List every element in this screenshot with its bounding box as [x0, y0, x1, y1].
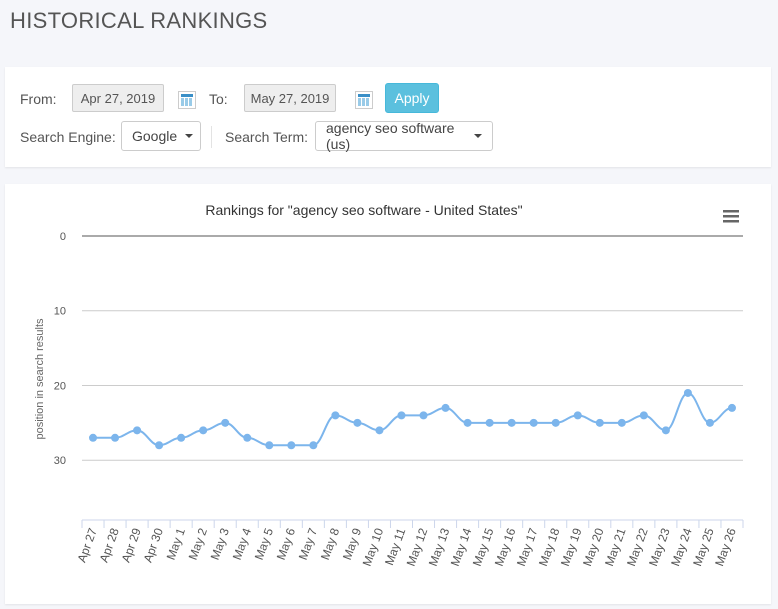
data-point[interactable] — [573, 411, 582, 420]
data-point[interactable] — [595, 418, 604, 427]
data-point[interactable] — [617, 418, 626, 427]
data-point[interactable] — [199, 426, 208, 435]
x-tick-label: Apr 30 — [141, 526, 166, 564]
data-point[interactable] — [133, 426, 142, 435]
data-point[interactable] — [529, 418, 538, 427]
data-point[interactable] — [221, 418, 230, 427]
search-term-label: Search Term: — [225, 129, 308, 145]
data-point[interactable] — [243, 433, 252, 442]
data-point[interactable] — [551, 418, 560, 427]
chart-title: Rankings for "agency seo software - Unit… — [205, 202, 522, 218]
hamburger-menu-icon[interactable] — [723, 210, 739, 223]
to-label: To: — [209, 91, 228, 107]
data-point[interactable] — [463, 418, 472, 427]
data-point[interactable] — [727, 403, 736, 412]
x-tick-label: May 5 — [252, 526, 276, 562]
x-tick-label: May 6 — [274, 526, 298, 562]
filter-panel — [5, 67, 771, 167]
x-tick-label: May 7 — [296, 526, 320, 562]
data-point[interactable] — [309, 441, 318, 450]
data-point[interactable] — [265, 441, 274, 450]
data-point[interactable] — [111, 433, 120, 442]
data-point[interactable] — [661, 426, 670, 435]
rankings-chart: Rankings for "agency seo software - Unit… — [34, 202, 744, 568]
data-point[interactable] — [287, 441, 296, 450]
data-point[interactable] — [353, 418, 362, 427]
x-tick-label: May 2 — [186, 526, 210, 562]
x-tick-label: May 9 — [340, 526, 364, 562]
data-point[interactable] — [331, 411, 340, 420]
from-date-input[interactable]: Apr 27, 2019 — [72, 84, 164, 112]
chevron-down-icon — [474, 134, 482, 138]
search-term-select[interactable]: agency seo software (us) — [315, 120, 493, 152]
y-tick-label: 30 — [54, 455, 66, 467]
data-point[interactable] — [683, 388, 692, 397]
data-point[interactable] — [705, 418, 714, 427]
data-point[interactable] — [419, 411, 428, 420]
to-date-input[interactable]: May 27, 2019 — [244, 84, 336, 112]
y-axis-label: position in search results — [34, 318, 46, 440]
data-point[interactable] — [155, 441, 164, 450]
calendar-icon[interactable] — [178, 91, 196, 109]
calendar-icon[interactable] — [355, 91, 373, 109]
y-tick-label: 10 — [54, 306, 66, 318]
from-label: From: — [20, 91, 57, 107]
data-point[interactable] — [375, 426, 384, 435]
series-line — [93, 391, 733, 447]
x-tick-label: May 3 — [208, 526, 232, 562]
data-point[interactable] — [507, 418, 516, 427]
search-engine-select[interactable]: Google — [121, 121, 201, 151]
search-engine-label: Search Engine: — [20, 129, 116, 145]
data-point[interactable] — [177, 433, 186, 442]
y-tick-label: 0 — [60, 231, 66, 243]
x-tick-label: May 8 — [318, 526, 342, 562]
data-point[interactable] — [397, 411, 406, 420]
x-tick-label: May 1 — [164, 526, 188, 562]
data-point[interactable] — [485, 418, 494, 427]
chart-panel: Rankings for "agency seo software - Unit… — [5, 184, 771, 604]
page-title: HISTORICAL RANKINGS — [10, 8, 268, 33]
x-tick-label: May 4 — [230, 526, 254, 562]
chevron-down-icon — [185, 134, 194, 138]
search-term-value: agency seo software (us) — [326, 120, 455, 152]
data-point[interactable] — [639, 411, 648, 420]
data-point[interactable] — [89, 433, 98, 442]
data-point[interactable] — [441, 403, 450, 412]
y-tick-label: 20 — [54, 380, 66, 392]
apply-button[interactable]: Apply — [385, 83, 439, 113]
divider — [211, 126, 212, 148]
search-engine-value: Google — [132, 128, 178, 144]
